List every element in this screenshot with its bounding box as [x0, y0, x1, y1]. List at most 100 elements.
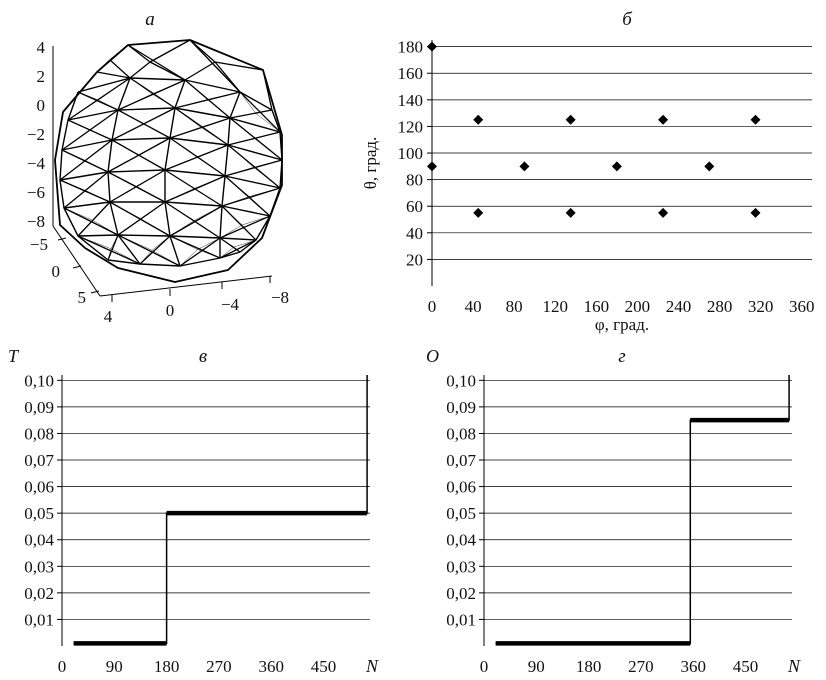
panel-b-x-tick-label: 40	[465, 297, 482, 316]
panel-b-x-tick-label: 320	[748, 297, 774, 316]
panel-a-z-tick: −8	[27, 212, 45, 231]
panel-d-x-tick-label: 360	[680, 657, 706, 676]
panel-b-y-tick-label: 160	[398, 64, 424, 83]
mesh-edge	[77, 91, 119, 111]
mesh-edge	[164, 175, 226, 203]
mesh-edge	[241, 217, 265, 226]
panel-b-data-point	[704, 161, 715, 172]
mesh-edge	[169, 235, 221, 259]
panel-b-y-tick-label: 40	[406, 224, 423, 243]
mesh-edge	[164, 201, 221, 239]
panel-a-y-tickmark	[57, 237, 67, 241]
mesh-edge	[84, 238, 112, 249]
panel-b-data-point	[565, 114, 576, 125]
panel-c-y-tick-label: 0,02	[24, 584, 54, 603]
panel-c-x-tick-label: 270	[206, 657, 232, 676]
mesh-edge	[262, 69, 273, 111]
mesh-edge	[96, 44, 129, 73]
panel-b-y-tick-label: 180	[398, 38, 424, 57]
mesh-edge	[174, 107, 229, 146]
panel-b-x-tick-label: 360	[789, 297, 815, 316]
panel-a-z-tick: 2	[37, 67, 46, 86]
mesh-edge	[111, 107, 176, 141]
panel-c-y-tick-label: 0,10	[24, 371, 54, 390]
panel-a-x-tick: −8	[271, 288, 289, 307]
panel-a-y-tick: −5	[30, 235, 48, 254]
panel-a-z-tick: 4	[37, 38, 46, 57]
mesh-edge	[189, 39, 241, 93]
panel-d-y-tick-label: 0,09	[446, 398, 476, 417]
mesh-edge	[77, 235, 141, 265]
mesh-edge	[110, 248, 135, 262]
mesh-edge	[255, 112, 276, 129]
panel-a-z-tick: 0	[37, 96, 46, 115]
panel-c-y-tick-label: 0,04	[24, 531, 54, 550]
mesh-edge	[61, 137, 283, 161]
panel-b-scatter: б 20 40 60 80 100 120 140 160 180 0 40 80 120 160 200…	[361, 9, 814, 334]
mesh-edge	[169, 117, 231, 139]
mesh-edge	[224, 159, 283, 177]
mesh-edge	[129, 77, 176, 109]
mesh-edge	[229, 109, 273, 119]
mesh-edge	[117, 201, 166, 236]
panel-b-data-point	[658, 207, 669, 218]
panel-c-y-tick-label: 0,03	[24, 557, 54, 576]
mesh-edge	[224, 175, 271, 217]
panel-b-y-tick-label: 100	[398, 144, 424, 163]
panel-d-y-tick-label: 0,01	[446, 610, 476, 629]
panel-c-step-chart: в T 0,01 0,02 0,03 0,04 0,05 0,06 0,07 0,08 0,09…	[8, 346, 379, 676]
mesh-edge	[179, 237, 221, 267]
polyhedron-mesh	[54, 39, 283, 283]
panel-b-y-axis-title: θ, град.	[361, 137, 380, 190]
panel-c-x-tick-label: 90	[106, 657, 123, 676]
mesh-edge	[127, 44, 186, 81]
mesh-edge	[219, 239, 257, 259]
panel-c-series-step	[73, 375, 368, 645]
panel-c-x-tick-label: 360	[258, 657, 284, 676]
panel-a-y-tickmark	[90, 290, 100, 294]
mesh-edge	[96, 71, 131, 79]
panel-c-y-tick-label: 0,06	[24, 478, 54, 497]
panel-c-y-tick-label: 0,08	[24, 424, 54, 443]
panel-d-y-tick-label: 0,04	[446, 531, 476, 550]
panel-b-x-axis-title: φ, град.	[595, 315, 649, 334]
mesh-edge	[169, 205, 223, 237]
panel-d-y-axis-letter: O	[426, 346, 439, 366]
panel-c-y-axis-letter: T	[8, 346, 20, 366]
mesh-edge	[224, 224, 243, 236]
panel-c-y-tick-label: 0,05	[24, 504, 54, 523]
panel-b-x-tick-label: 80	[506, 297, 523, 316]
panel-b-data-point	[473, 207, 484, 218]
panel-b-y-tick-label: 20	[406, 250, 423, 269]
panel-b-data-point	[611, 161, 622, 172]
panel-c-y-tick-label: 0,07	[24, 451, 54, 470]
mesh-edge	[214, 61, 241, 93]
panel-b-data-point	[658, 114, 669, 125]
panel-d-x-tick-label: 180	[576, 657, 602, 676]
panel-c-x-tick-label: 0	[58, 657, 67, 676]
mesh-edge	[221, 187, 281, 207]
panel-a-x-axis	[99, 275, 273, 297]
panel-d-step-chart: г O 0,01 0,02 0,03 0,04 0,05 0,06 0,07 0,08 0,09…	[426, 346, 801, 676]
panel-d-letter: г	[618, 346, 625, 367]
mesh-edge	[183, 249, 198, 263]
mesh-edge	[164, 169, 223, 207]
panel-b-x-tick-label: 0	[428, 297, 437, 316]
panel-d-y-tick-label: 0,03	[446, 557, 476, 576]
mesh-edge	[174, 91, 241, 109]
panel-a-z-tick: −4	[27, 154, 46, 173]
mesh-edge	[221, 205, 257, 241]
panel-c-x-tick-label: 180	[154, 657, 180, 676]
panel-d-x-axis-letter: N	[787, 656, 801, 676]
panel-c-letter: в	[199, 346, 207, 367]
mesh-edge	[184, 61, 216, 81]
mesh-edge	[107, 137, 171, 173]
panel-b-data-point	[750, 114, 761, 125]
mesh-edge	[61, 109, 119, 151]
panel-a-letter: а	[145, 9, 155, 30]
panel-b-y-tick-label: 80	[406, 171, 423, 190]
panel-b-letter: б	[622, 9, 633, 30]
panel-a-y-tickmark	[72, 265, 82, 269]
panel-d-x-tick-label: 270	[628, 657, 654, 676]
panel-d-y-tick-label: 0,02	[446, 584, 476, 603]
